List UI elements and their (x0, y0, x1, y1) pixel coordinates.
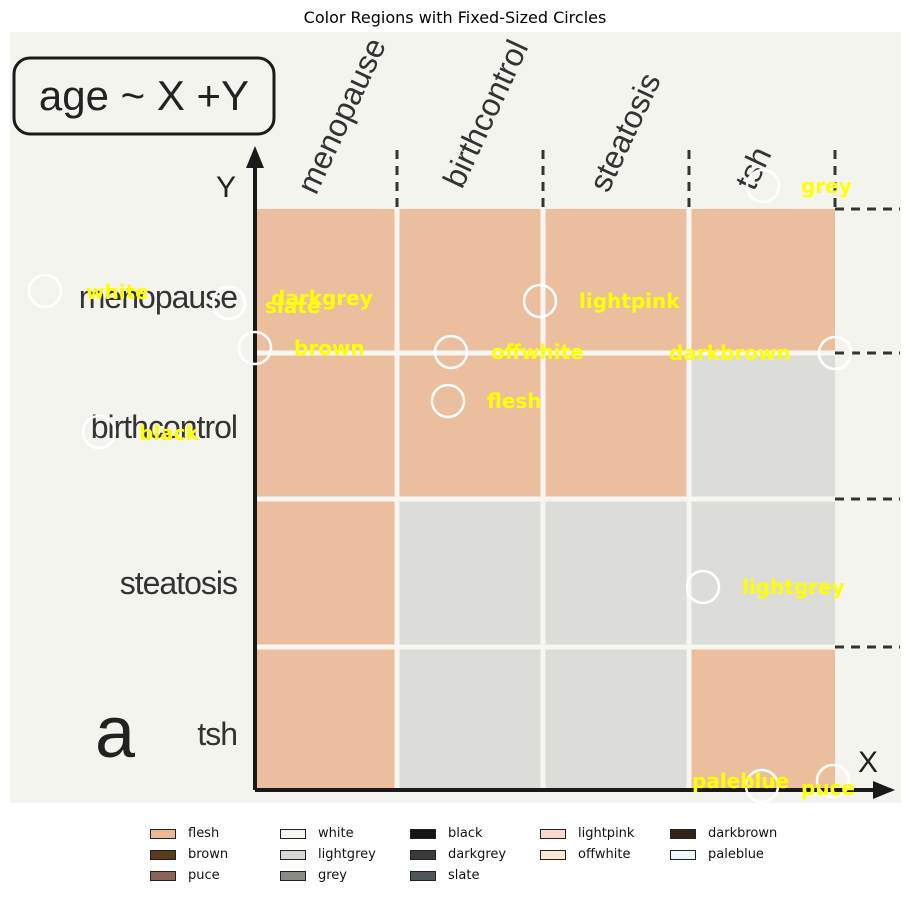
legend-swatch (670, 828, 696, 839)
chart-title: Color Regions with Fixed-Sized Circles (303, 8, 607, 27)
y-axis-label: Y (216, 171, 236, 204)
legend-swatch (670, 849, 696, 860)
annotation-label: paleblue (692, 769, 789, 793)
annotation-circle (433, 334, 469, 370)
annotation-circle (685, 569, 721, 605)
heatmap-cell (543, 353, 689, 499)
heatmap-cell (397, 353, 543, 499)
formula-box (12, 56, 276, 136)
annotation-label: offwhite (491, 340, 584, 364)
heatmap-cell (397, 499, 543, 647)
annotation-label: lightgrey (742, 575, 845, 599)
legend-item: paleblue (670, 846, 800, 863)
legend-swatch (280, 849, 306, 860)
legend-item: grey (280, 867, 410, 884)
annotation-label: grey (801, 174, 852, 198)
row-label: menopause (79, 279, 237, 315)
heatmap-cell (543, 499, 689, 647)
legend-label: lightgrey (318, 847, 376, 862)
annotation-circle (27, 273, 63, 309)
heatmap-cell (397, 209, 543, 353)
legend-label: offwhite (578, 847, 631, 862)
x-axis-label: X (858, 746, 878, 779)
row-label: steatosis (120, 565, 237, 601)
legend-label: flesh (188, 826, 220, 841)
legend-label: darkgrey (448, 847, 507, 862)
legend-item: darkgrey (410, 846, 540, 863)
legend-swatch (150, 870, 176, 881)
legend-swatch (540, 849, 566, 860)
legend-item: lightpink (540, 825, 670, 842)
legend-swatch (280, 828, 306, 839)
annotation-circle (745, 168, 781, 204)
heatmap-cell (255, 209, 397, 353)
legend-label: brown (188, 847, 229, 862)
legend-item: puce (150, 867, 280, 884)
legend-label: lightpink (578, 826, 635, 841)
heatmap-cell (397, 647, 543, 790)
annotation-circle (81, 414, 117, 450)
annotation-label: black (139, 421, 200, 445)
annotation-label: darkbrown (669, 341, 791, 365)
legend-swatch (150, 828, 176, 839)
x-axis-arrowhead (873, 781, 895, 799)
heatmap-cell (689, 209, 835, 353)
annotation-circle (744, 768, 780, 804)
chart-legend: flesh white black lightpink darkbrown brown li… (150, 825, 810, 884)
annotation-label: puce (801, 776, 855, 800)
legend-swatch (410, 849, 436, 860)
annotation-circle (815, 763, 851, 799)
panel-letter: a (95, 693, 136, 773)
heatmap-cell (689, 499, 835, 647)
legend-label: grey (318, 868, 348, 883)
annotation-label: lightpink (579, 289, 680, 313)
legend-item: black (410, 825, 540, 842)
legend-label: slate (448, 868, 480, 883)
formula-text: age ~ X +Y (39, 72, 249, 119)
annotation-label: darkgrey (271, 286, 373, 310)
legend-label: puce (188, 868, 220, 883)
annotation-label: flesh (487, 389, 542, 413)
legend-swatch (540, 828, 566, 839)
heatmap-cell (255, 499, 397, 647)
legend-item: flesh (150, 825, 280, 842)
annotation-circle (817, 335, 853, 371)
annotation-circle (522, 283, 558, 319)
heatmap-cell (543, 209, 689, 353)
row-label: tsh (197, 716, 237, 752)
heatmap-cell (543, 647, 689, 790)
legend-swatch (410, 828, 436, 839)
heatmap-cell (689, 647, 835, 790)
annotation-label: white (86, 280, 149, 304)
legend-swatch (150, 849, 176, 860)
heatmap-cell (689, 353, 835, 499)
legend-label: paleblue (708, 847, 764, 862)
legend-swatch (410, 870, 436, 881)
legend-label: black (448, 826, 483, 841)
annotation-label: brown (294, 336, 365, 360)
legend-item: lightgrey (280, 846, 410, 863)
annotation-circle (237, 330, 273, 366)
annotation-circle (211, 285, 247, 321)
annotation-circle (430, 383, 466, 419)
legend-item: darkbrown (670, 825, 800, 842)
annotation-label: slate (265, 294, 320, 318)
heatmap-cell (255, 353, 397, 499)
heatmap-cell (255, 647, 397, 790)
legend-label: darkbrown (708, 826, 778, 841)
legend-item: slate (410, 867, 540, 884)
y-axis-arrowhead (246, 146, 264, 168)
legend-label: white (318, 826, 354, 841)
legend-item: white (280, 825, 410, 842)
legend-swatch (280, 870, 306, 881)
legend-item: brown (150, 846, 280, 863)
legend-item: offwhite (540, 846, 670, 863)
